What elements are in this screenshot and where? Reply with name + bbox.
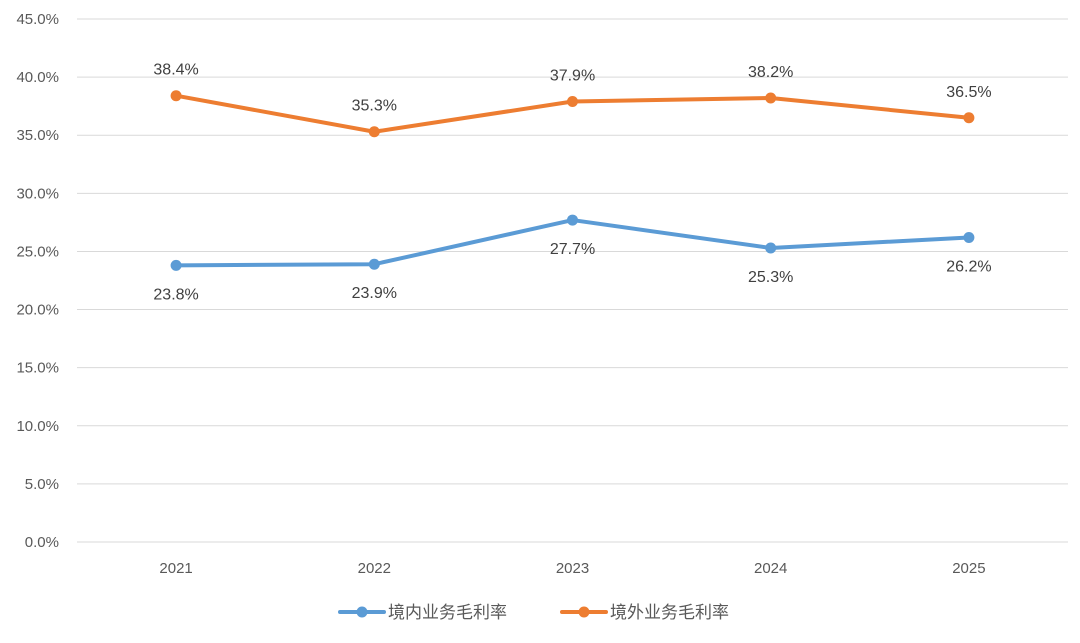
data-labels: 23.8% 23.9% 27.7% 25.3% 26.2% 38.4% 35.3% 37.9%… [153,62,991,304]
legend-marker [578,606,590,618]
legend: 境内业务毛利率 境外业务毛利率 [338,603,729,622]
data-label: 38.4% [153,62,198,79]
y-axis-ticks: 0.0% 5.0% 10.0% 15.0% 20.0% 25.0% 30.0% 35.0% 40… [16,11,59,551]
data-point [963,112,975,124]
data-label: 23.8% [153,286,198,303]
x-tick-label: 2022 [358,560,391,577]
data-label: 38.2% [748,64,793,81]
data-label: 37.9% [550,68,595,85]
legend-label: 境内业务毛利率 [388,603,507,622]
y-tick-label: 35.0% [16,127,59,144]
data-point [170,259,182,271]
y-tick-label: 30.0% [16,185,59,202]
data-label: 36.5% [946,84,991,101]
legend-label: 境外业务毛利率 [610,603,729,622]
legend-marker [356,606,368,618]
data-label: 27.7% [550,241,595,258]
data-point [368,258,380,270]
y-tick-label: 0.0% [25,534,59,551]
data-point [765,242,777,254]
x-axis-ticks: 2021 2022 2023 2024 2025 [159,560,985,577]
y-tick-label: 20.0% [16,302,59,319]
data-point [963,231,975,243]
x-tick-label: 2021 [159,560,192,577]
data-label: 25.3% [748,269,793,286]
x-tick-label: 2023 [556,560,589,577]
gridlines [77,18,1068,543]
y-tick-label: 40.0% [16,69,59,86]
data-point [567,96,578,108]
series [170,90,975,271]
x-tick-label: 2024 [754,560,787,577]
data-point [368,126,380,138]
data-label: 35.3% [352,98,397,115]
y-tick-label: 45.0% [16,11,59,28]
x-tick-label: 2025 [952,560,985,577]
data-point [170,90,182,102]
y-tick-label: 10.0% [16,418,59,435]
y-tick-label: 5.0% [25,476,59,493]
data-label: 26.2% [946,258,991,275]
data-label: 23.9% [352,285,397,302]
data-point [567,214,578,226]
data-point [765,92,777,104]
y-tick-label: 25.0% [16,243,59,260]
y-tick-label: 15.0% [16,360,59,377]
